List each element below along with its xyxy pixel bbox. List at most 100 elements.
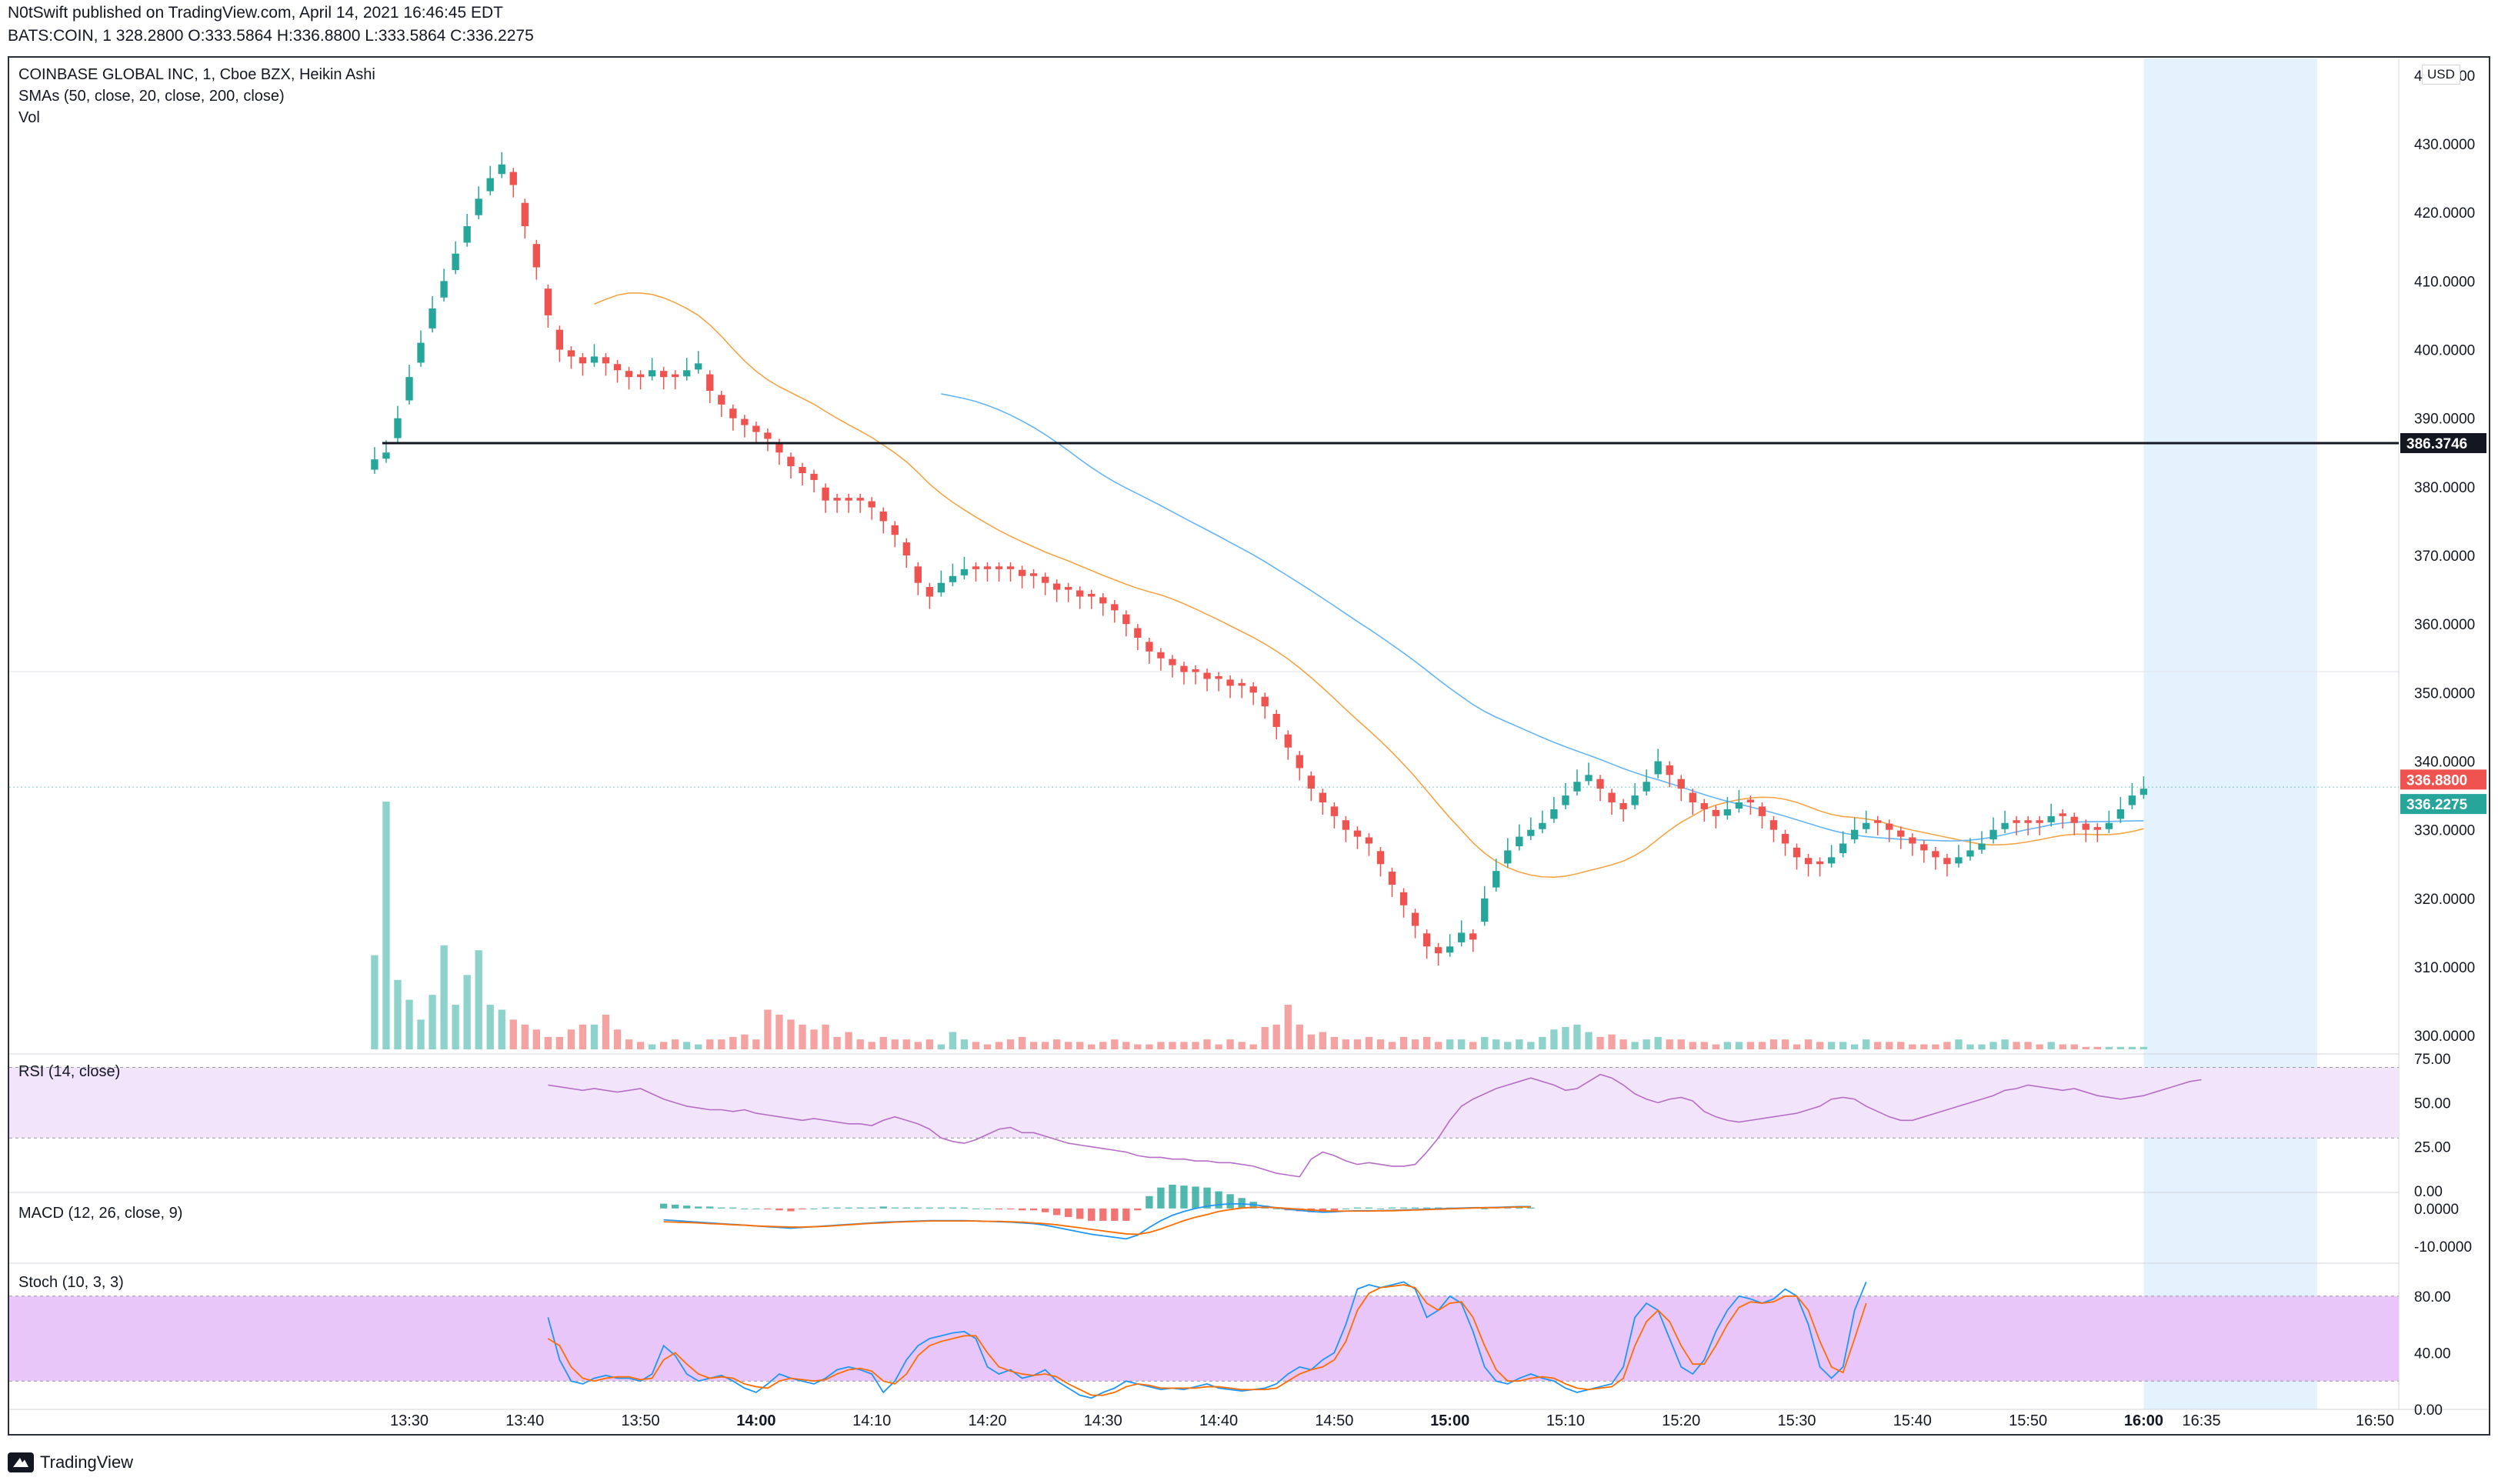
volume-bar xyxy=(1516,1039,1523,1049)
volume-bar xyxy=(1712,1044,1719,1049)
volume-bar xyxy=(1874,1042,1882,1049)
candle-body xyxy=(2128,795,2136,805)
candle-body xyxy=(1099,597,1107,604)
candle xyxy=(1146,638,1153,664)
candle xyxy=(1492,859,1500,892)
volume-bar xyxy=(949,1032,957,1049)
volume-bar xyxy=(1689,1042,1696,1049)
time-tick-label: 14:40 xyxy=(1199,1412,1238,1429)
macd-histogram-bar xyxy=(1065,1208,1072,1217)
macd-histogram-bar xyxy=(1411,1207,1419,1209)
candle xyxy=(2001,810,2009,834)
candle-body xyxy=(856,498,864,501)
volume-bar xyxy=(1978,1044,1986,1049)
volume-bar xyxy=(706,1039,714,1049)
candle xyxy=(1249,682,1257,705)
volume-bar xyxy=(532,1029,540,1049)
macd-histogram-bar xyxy=(695,1206,702,1209)
candle-body xyxy=(1458,932,1466,942)
candle xyxy=(1006,562,1015,582)
candle xyxy=(625,366,633,390)
candle xyxy=(1238,679,1246,699)
volume-bar xyxy=(1851,1044,1859,1049)
footer-brand[interactable]: TradingView xyxy=(8,1452,133,1472)
volume-bar xyxy=(602,1014,610,1049)
macd-histogram-bar xyxy=(1088,1208,1096,1221)
candle-body xyxy=(1249,686,1257,693)
candle-body xyxy=(1839,843,1847,853)
candle-body xyxy=(1029,573,1038,576)
sma-50-line xyxy=(941,393,2144,842)
currency-badge[interactable]: USD xyxy=(2422,65,2460,85)
macd-histogram-bar xyxy=(1434,1207,1442,1209)
macd-histogram-bar xyxy=(1353,1207,1362,1209)
volume-bar xyxy=(683,1042,691,1049)
volume-bar xyxy=(1307,1034,1315,1049)
candle-body xyxy=(1192,669,1199,672)
price-tick-label: 400.0000 xyxy=(2414,343,2475,359)
candle-body xyxy=(1874,820,1882,823)
candle xyxy=(1399,888,1408,918)
volume-bar xyxy=(1943,1042,1951,1049)
macd-histogram-bar xyxy=(879,1206,887,1209)
candle-body xyxy=(1180,665,1188,672)
volume-bar xyxy=(1909,1044,1916,1049)
candle-body xyxy=(1399,892,1408,905)
candle-body xyxy=(1422,933,1431,947)
price-tick-label: 410.0000 xyxy=(2414,274,2475,290)
candle-body xyxy=(799,466,806,473)
candle xyxy=(1874,815,1882,835)
volume-bar xyxy=(1573,1024,1581,1049)
macd-histogram-bar xyxy=(1516,1207,1523,1209)
candle xyxy=(1689,789,1696,815)
candle-body xyxy=(509,172,517,185)
candle xyxy=(567,346,575,369)
volume-bar xyxy=(1769,1039,1778,1049)
volume-bar xyxy=(1388,1042,1396,1049)
candle-body xyxy=(1446,946,1454,953)
candle-body xyxy=(1943,858,1951,865)
candle-body xyxy=(659,371,668,378)
candle-body xyxy=(787,456,795,467)
macd-histogram-bar xyxy=(1146,1196,1153,1209)
candle-body xyxy=(1539,822,1546,829)
candle-body xyxy=(1827,857,1836,864)
volume-bar xyxy=(1284,1005,1292,1049)
candle xyxy=(1886,819,1893,842)
candle xyxy=(683,358,691,381)
candle-body xyxy=(1076,590,1084,597)
candle-body xyxy=(532,244,540,268)
sma-20-line xyxy=(594,292,2144,878)
candle xyxy=(394,405,402,442)
macd-histogram-bar xyxy=(1180,1186,1188,1209)
candle xyxy=(1226,675,1234,699)
macd-histogram-bar xyxy=(925,1207,933,1209)
candle-body xyxy=(1376,851,1385,865)
candle-body xyxy=(1272,713,1280,727)
volume-bar xyxy=(1330,1036,1339,1049)
volume-bar xyxy=(1249,1044,1257,1049)
candle xyxy=(452,241,459,275)
time-tick-label: 13:40 xyxy=(505,1412,544,1429)
candle-body xyxy=(590,356,599,363)
macd-histogram-bar xyxy=(902,1207,910,1209)
candle xyxy=(833,493,841,513)
candle-body xyxy=(1065,587,1072,590)
candle-body xyxy=(1307,775,1315,789)
price-tick-label: 390.0000 xyxy=(2414,412,2475,428)
candle-body xyxy=(1631,795,1639,805)
candle xyxy=(1863,810,1870,834)
candle xyxy=(718,391,725,417)
candle xyxy=(1122,610,1130,637)
macd-histogram-bar xyxy=(1422,1207,1431,1209)
candle xyxy=(1550,796,1558,823)
candle-body xyxy=(1666,765,1673,775)
candle xyxy=(1839,831,1847,858)
volume-bar xyxy=(648,1044,656,1049)
volume-bar xyxy=(555,1036,564,1049)
candle xyxy=(972,562,980,582)
candle xyxy=(1111,599,1119,623)
candle xyxy=(925,582,933,609)
candle xyxy=(2105,810,2113,834)
